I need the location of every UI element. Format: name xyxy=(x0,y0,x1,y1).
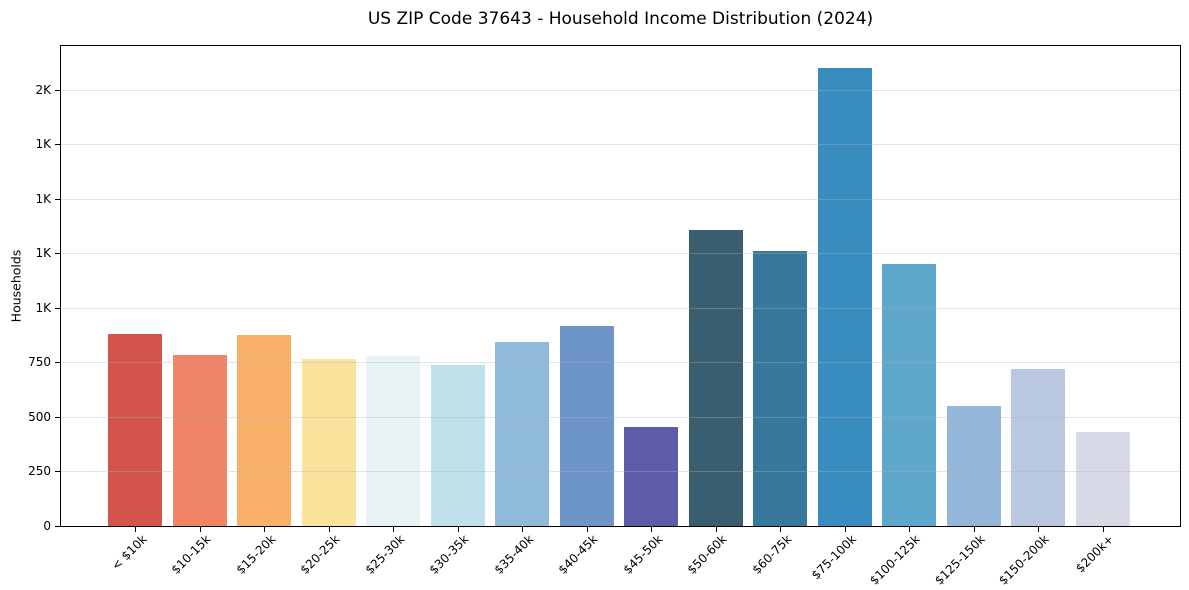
x-tick-mark xyxy=(328,527,330,532)
x-tick-mark xyxy=(1038,527,1040,532)
x-tick-label: $45-50k xyxy=(620,532,666,577)
bar-40-45k xyxy=(559,326,614,526)
x-tick-label: $40-45k xyxy=(555,532,601,577)
x-tick-mark xyxy=(780,527,782,532)
y-tick-mark xyxy=(55,307,60,309)
y-tick-mark xyxy=(55,198,60,200)
x-tick-mark xyxy=(264,527,266,532)
y-tick-label: 0 xyxy=(43,519,51,533)
x-tick-label: $125-150k xyxy=(931,532,988,588)
gridline xyxy=(61,253,1180,255)
bar-15-20k xyxy=(237,335,292,526)
x-tick-label: $150-200k xyxy=(996,532,1052,588)
y-tick-label: 1K xyxy=(35,191,51,206)
x-tick-label: $200k+ xyxy=(1072,532,1117,576)
x-tick-mark xyxy=(522,527,524,532)
bar-10k xyxy=(108,334,163,526)
x-tick-label: $20-25k xyxy=(297,532,343,577)
x-tick-label: $60-75k xyxy=(749,532,795,577)
y-tick-mark xyxy=(55,89,60,91)
y-tick-mark xyxy=(55,526,60,527)
chart-title: US ZIP Code 37643 - Household Income Dis… xyxy=(367,9,874,29)
bar-45-50k xyxy=(624,426,679,526)
y-tick-mark xyxy=(55,471,60,473)
bar-75-100k xyxy=(817,67,872,526)
bar-10-15k xyxy=(172,354,227,526)
x-tick-mark xyxy=(586,527,588,532)
x-tick-label: $35-40k xyxy=(491,532,537,577)
y-tick-label: 1K xyxy=(35,137,51,152)
x-tick-label: $10-15k xyxy=(168,532,214,577)
bar-30-35k xyxy=(430,364,485,526)
bar-25-30k xyxy=(366,355,421,526)
y-tick-label: 2K xyxy=(35,82,51,97)
bar-100-125k xyxy=(882,264,937,526)
bar-200k xyxy=(1075,432,1130,526)
gridline xyxy=(61,362,1180,364)
bar-125-150k xyxy=(946,406,1001,526)
x-tick-mark xyxy=(844,527,846,532)
y-tick-mark xyxy=(55,253,60,255)
y-tick-mark xyxy=(55,144,60,146)
x-tick-label: $50-60k xyxy=(684,532,730,577)
plot-area xyxy=(60,45,1181,527)
x-tick-label: $30-35k xyxy=(426,532,472,577)
y-tick-label: 1K xyxy=(35,300,51,315)
y-tick-label: 500 xyxy=(28,409,51,424)
gridline xyxy=(61,144,1180,146)
x-tick-label: $25-30k xyxy=(362,532,408,577)
x-tick-mark xyxy=(393,527,395,532)
bar-20-25k xyxy=(301,359,356,526)
x-tick-label: $75-100k xyxy=(808,532,859,583)
bar-60-75k xyxy=(753,251,808,526)
y-tick-label: 250 xyxy=(28,464,51,479)
x-tick-mark xyxy=(457,527,459,532)
x-tick-mark xyxy=(651,527,653,532)
gridline xyxy=(61,198,1180,200)
x-tick-mark xyxy=(973,527,975,532)
bar-35-40k xyxy=(495,341,550,526)
gridline xyxy=(61,89,1180,91)
x-tick-mark xyxy=(715,527,717,532)
x-tick-mark xyxy=(909,527,911,532)
y-tick-label: 1K xyxy=(35,246,51,261)
gridline xyxy=(61,307,1180,309)
y-tick-mark xyxy=(55,362,60,364)
x-tick-mark xyxy=(199,527,201,532)
x-tick-label: < $10k xyxy=(108,532,150,573)
x-tick-mark xyxy=(135,527,137,532)
bar-50-60k xyxy=(688,230,743,526)
y-tick-label: 750 xyxy=(28,355,51,370)
x-tick-label: $100-125k xyxy=(867,532,923,588)
x-tick-mark xyxy=(1102,527,1104,532)
x-tick-label: $15-20k xyxy=(233,532,279,577)
y-tick-mark xyxy=(55,416,60,418)
bar-150-200k xyxy=(1011,368,1066,526)
